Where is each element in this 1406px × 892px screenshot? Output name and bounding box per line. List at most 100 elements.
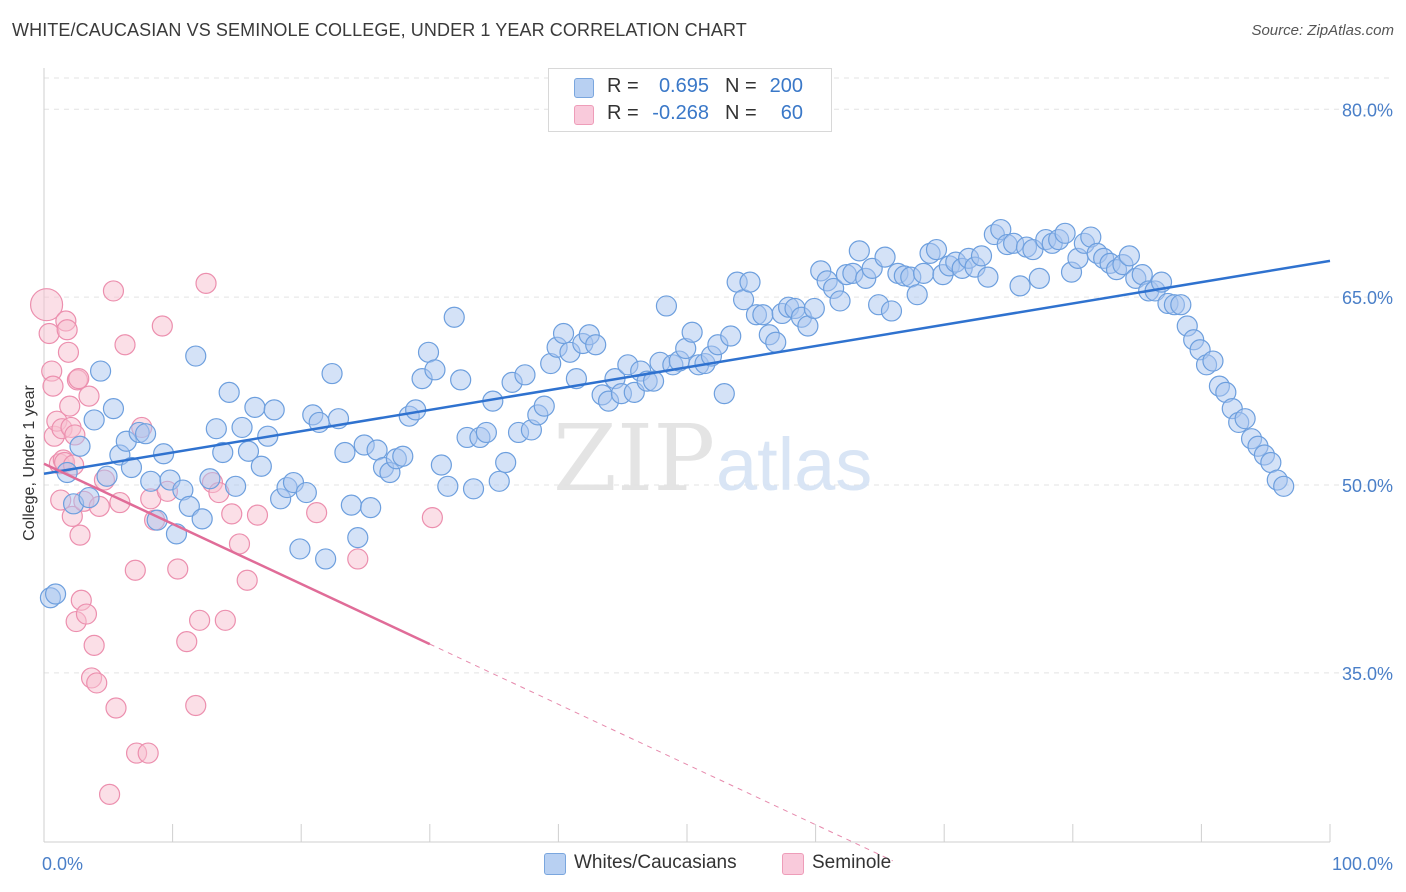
axes [43,68,1331,843]
whites-point [642,370,665,392]
seminole-point [75,603,98,625]
whites-point [925,238,948,261]
whites-point [205,418,227,440]
seminole-point [56,319,78,341]
whites-point [848,240,870,262]
whites-point [803,297,825,320]
whites-point [334,441,356,464]
seminole-point [306,502,328,524]
r-label: R = [607,102,639,124]
seminole-point [98,783,121,806]
whites-point [585,334,607,356]
whites-point [1234,408,1256,430]
whites-point [185,345,207,367]
seminole-point [42,375,64,397]
whites-point [462,478,485,500]
whites-point [977,266,999,288]
seminole-point [124,559,146,581]
n-label: N = [725,102,757,124]
whites-point [424,359,446,381]
seminole-point [78,385,100,407]
seminole-point [185,694,207,717]
y-tick-label: 50.0% [1342,476,1393,496]
seminole-points [29,272,443,806]
whites-point [906,284,928,306]
whites-point [244,396,266,418]
whites-point [437,475,459,497]
whites-point [655,295,678,317]
seminole-point [86,672,108,694]
whites-point [78,486,100,509]
whites-point [96,465,118,487]
x-tick-label-min: 0.0% [42,854,83,874]
n-value: 200 [769,75,803,97]
seminole-point [68,367,90,390]
seminole-point [57,341,80,363]
seminole-swatch [574,105,594,125]
whites-point [360,496,382,519]
whites-point [713,383,735,405]
whites-point [44,583,67,605]
whites-point [199,468,221,490]
whites-point [970,245,993,267]
whites-point [475,421,497,444]
whites-point [874,246,896,268]
whites-point [739,271,761,293]
whites-point [225,475,247,497]
seminole-point [236,569,258,591]
whites-point [913,262,935,284]
whites-point [495,451,517,474]
seminole-point [105,697,127,719]
seminole-point [59,395,81,417]
seminole-point [214,609,236,631]
whites-point [140,470,162,492]
seminole-legend-swatch [782,853,804,875]
seminole-point [83,634,105,656]
whites-point [443,306,465,328]
whites-point [120,456,143,479]
whites-point [488,470,510,492]
source-credit: Source: ZipAtlas.com [1251,22,1394,39]
whites-points [39,218,1295,609]
whites-point [250,455,272,477]
whites-point [1273,475,1295,497]
seminole-point [151,315,173,337]
whites-point [829,290,851,312]
whites-point [289,538,311,560]
seminole-point [38,322,60,345]
stats-row-seminole: R = -0.268 N = 60 [549,101,831,127]
seminole-legend-label: Seminole [812,852,892,873]
whites-point [1054,222,1076,244]
whites-point [752,304,774,326]
seminole-point [102,280,125,302]
y-tick-label: 65.0% [1342,288,1393,308]
whites-point [880,300,903,322]
whites-swatch [574,78,594,98]
whites-legend-swatch [544,853,566,875]
x-tick-label-max: 100.0% [1332,854,1393,874]
whites-point [765,331,787,353]
whites-point [263,399,285,421]
whites-point [69,435,91,457]
whites-point [212,441,234,464]
whites-point [178,495,200,517]
seminole-point [189,609,211,631]
whites-point [231,416,253,439]
whites-point [102,398,125,420]
whites-point [191,508,213,530]
r-value: -0.268 [652,102,709,124]
whites-point [89,360,112,382]
trend-lines [43,259,1331,862]
whites-point [533,395,555,417]
seminole-point [114,334,136,356]
r-label: R = [607,75,639,97]
y-tick-label: 80.0% [1342,100,1393,120]
whites-point [1202,350,1224,372]
seminole-point [29,288,64,322]
seminole-trend-line [43,462,431,646]
watermark: ZIP atlas [553,405,872,512]
whites-point [552,322,575,345]
whites-point [450,369,472,391]
whites-point [392,445,414,467]
